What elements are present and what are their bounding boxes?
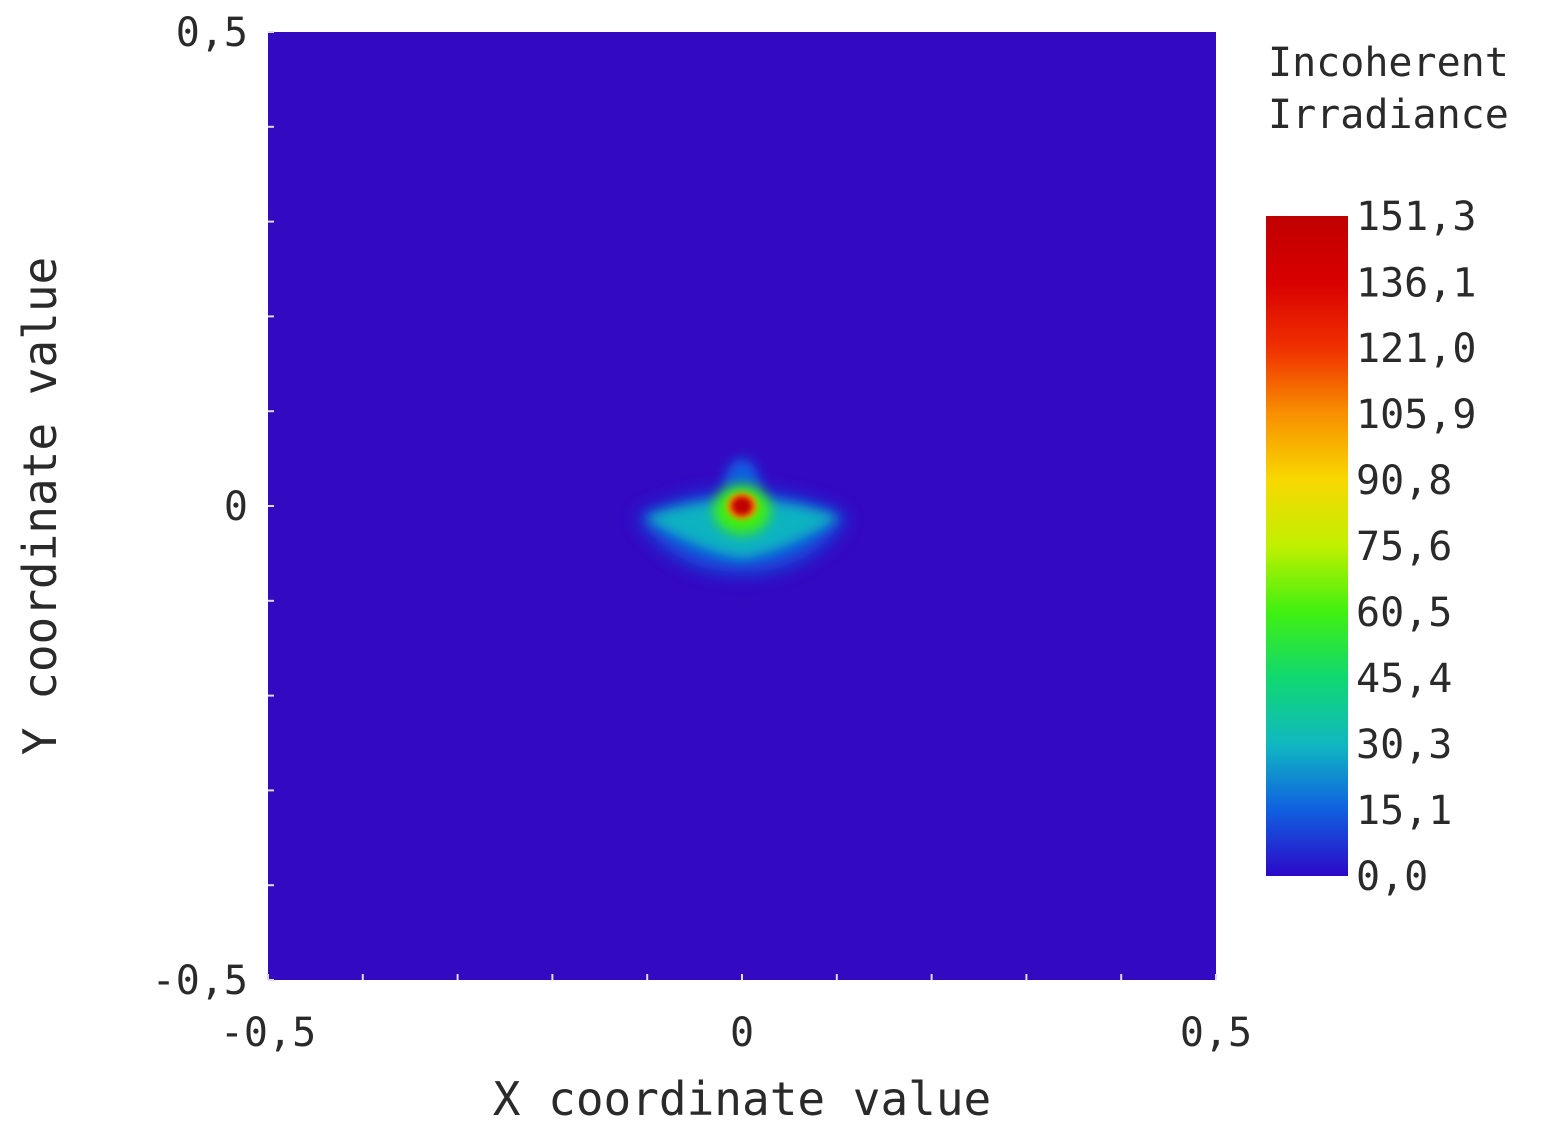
x-tick-label: 0,5 [1180, 1010, 1252, 1056]
colorbar-ticks: 151,3 136,1 121,0 105,9 90,8 75,6 60,5 45,4 30,3… [1356, 194, 1476, 900]
x-axis-label: X coordinate value [493, 1072, 992, 1126]
colorbar-title-line-1: Incoherent [1268, 40, 1509, 86]
colorbar-tick-label: 15,1 [1356, 788, 1452, 834]
colorbar-tick-label: 105,9 [1356, 392, 1476, 438]
x-tick-label: -0,5 [220, 1010, 316, 1056]
y-tick-label: -0,5 [152, 958, 248, 1004]
y-tick-label: 0 [224, 484, 248, 530]
colorbar-tick-label: 90,8 [1356, 458, 1452, 504]
irradiance-spot [637, 458, 847, 573]
x-axis-ticks: -0,5 0 0,5 [220, 974, 1252, 1056]
colorbar-tick-label: 45,4 [1356, 656, 1452, 702]
y-axis-label: Y coordinate value [13, 257, 67, 756]
colorbar-tick-label: 0,0 [1356, 854, 1428, 900]
y-axis-ticks: 0,5 0 -0,5 [152, 10, 274, 1004]
colorbar-tick-label: 60,5 [1356, 590, 1452, 636]
colorbar-title-line-2: Irradiance [1268, 92, 1509, 138]
x-tick-label: 0 [730, 1010, 754, 1056]
colorbar-tick-label: 30,3 [1356, 722, 1452, 768]
colorbar-tick-label: 151,3 [1356, 194, 1476, 240]
colorbar-tick-label: 136,1 [1356, 260, 1476, 306]
spot-peak [731, 496, 753, 516]
y-tick-label: 0,5 [176, 10, 248, 56]
colorbar-tick-label: 121,0 [1356, 326, 1476, 372]
colorbar [1266, 216, 1348, 876]
colorbar-tick-label: 75,6 [1356, 524, 1452, 570]
